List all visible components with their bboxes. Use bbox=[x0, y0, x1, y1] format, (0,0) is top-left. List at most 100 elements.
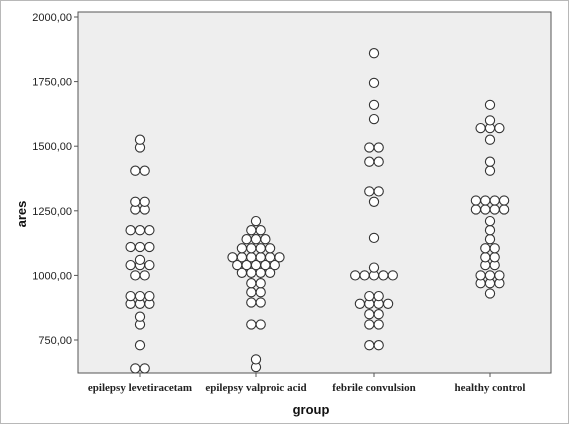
y-tick-label: 1500,00 bbox=[32, 141, 72, 153]
data-point bbox=[264, 252, 276, 263]
data-point bbox=[134, 311, 146, 322]
data-point bbox=[494, 122, 505, 134]
data-point bbox=[125, 225, 136, 236]
data-point bbox=[134, 225, 146, 236]
data-point bbox=[373, 340, 384, 351]
data-point bbox=[264, 267, 276, 278]
data-point bbox=[480, 243, 491, 254]
data-point bbox=[130, 165, 141, 176]
data-point bbox=[250, 215, 262, 227]
data-point bbox=[475, 270, 486, 281]
data-point bbox=[130, 270, 141, 281]
data-point bbox=[387, 270, 398, 281]
data-point bbox=[227, 252, 238, 263]
data-point bbox=[364, 142, 375, 153]
data-point bbox=[382, 298, 394, 309]
data-point bbox=[125, 241, 136, 253]
x-tick-label: epilepsy valproic acid bbox=[205, 382, 306, 394]
data-point bbox=[480, 195, 491, 206]
data-point bbox=[489, 204, 500, 215]
data-point bbox=[494, 270, 505, 281]
data-point bbox=[134, 290, 146, 302]
data-point bbox=[489, 252, 500, 263]
data-point bbox=[373, 186, 384, 197]
data-point bbox=[373, 156, 384, 167]
data-point bbox=[139, 270, 150, 281]
data-point bbox=[134, 254, 146, 266]
data-point bbox=[236, 252, 248, 263]
data-point bbox=[364, 290, 375, 302]
data-point bbox=[489, 243, 500, 254]
data-point bbox=[484, 115, 496, 126]
data-point bbox=[250, 354, 262, 365]
data-point bbox=[364, 309, 375, 320]
data-point bbox=[236, 243, 248, 254]
data-point bbox=[241, 234, 252, 245]
data-point bbox=[364, 186, 375, 197]
data-point bbox=[144, 259, 155, 271]
data-point bbox=[484, 270, 496, 281]
data-point bbox=[260, 234, 271, 245]
plot-area bbox=[77, 11, 552, 374]
data-point bbox=[134, 134, 146, 145]
data-point bbox=[475, 122, 486, 134]
data-point bbox=[246, 252, 257, 263]
x-axis-title: group bbox=[293, 402, 330, 417]
data-point bbox=[480, 204, 491, 215]
data-points bbox=[125, 48, 510, 374]
data-point bbox=[255, 319, 266, 330]
data-point bbox=[255, 252, 266, 263]
data-point bbox=[373, 309, 384, 320]
data-point bbox=[125, 290, 136, 302]
data-point bbox=[246, 287, 257, 298]
data-point bbox=[364, 340, 375, 351]
data-point bbox=[274, 252, 285, 263]
y-tick-label: 1000,00 bbox=[32, 270, 72, 282]
data-point bbox=[130, 363, 141, 374]
data-point bbox=[484, 134, 496, 145]
x-axis-ticks: epilepsy levetiracetam epilepsy valproic … bbox=[88, 373, 526, 394]
data-point bbox=[144, 225, 155, 236]
data-point bbox=[498, 195, 510, 206]
x-tick-label: febrile convulsion bbox=[332, 382, 415, 394]
data-point bbox=[484, 156, 496, 167]
data-point bbox=[255, 297, 266, 308]
data-point bbox=[368, 77, 380, 89]
data-point bbox=[144, 290, 155, 302]
data-point bbox=[264, 243, 276, 254]
data-point bbox=[269, 259, 280, 271]
data-point bbox=[373, 142, 384, 153]
data-point bbox=[368, 232, 380, 244]
data-point bbox=[368, 113, 380, 125]
y-axis-title: ares bbox=[14, 201, 29, 228]
data-point bbox=[368, 48, 380, 59]
data-point bbox=[373, 319, 384, 330]
data-point bbox=[139, 165, 150, 176]
data-point bbox=[470, 195, 482, 206]
data-point bbox=[255, 243, 266, 254]
data-point bbox=[484, 99, 496, 111]
data-point bbox=[484, 225, 496, 236]
data-point bbox=[484, 165, 496, 176]
data-point bbox=[246, 278, 257, 289]
y-tick-label: 1250,00 bbox=[32, 206, 72, 218]
data-point bbox=[255, 287, 266, 298]
data-point bbox=[359, 270, 370, 281]
y-tick-label: 1750,00 bbox=[32, 77, 72, 89]
data-point bbox=[470, 204, 482, 215]
y-tick-label: 750,00 bbox=[38, 335, 72, 347]
data-point bbox=[250, 234, 262, 245]
data-point bbox=[368, 99, 380, 111]
data-point bbox=[364, 156, 375, 167]
data-point bbox=[498, 204, 510, 215]
data-point bbox=[354, 298, 366, 309]
data-point bbox=[368, 262, 380, 273]
data-point bbox=[489, 195, 500, 206]
data-point bbox=[484, 234, 496, 245]
data-point bbox=[246, 225, 257, 236]
data-point bbox=[134, 340, 146, 351]
y-tick-label: 2000,00 bbox=[32, 12, 72, 24]
data-point bbox=[125, 259, 136, 271]
data-point bbox=[368, 196, 380, 207]
